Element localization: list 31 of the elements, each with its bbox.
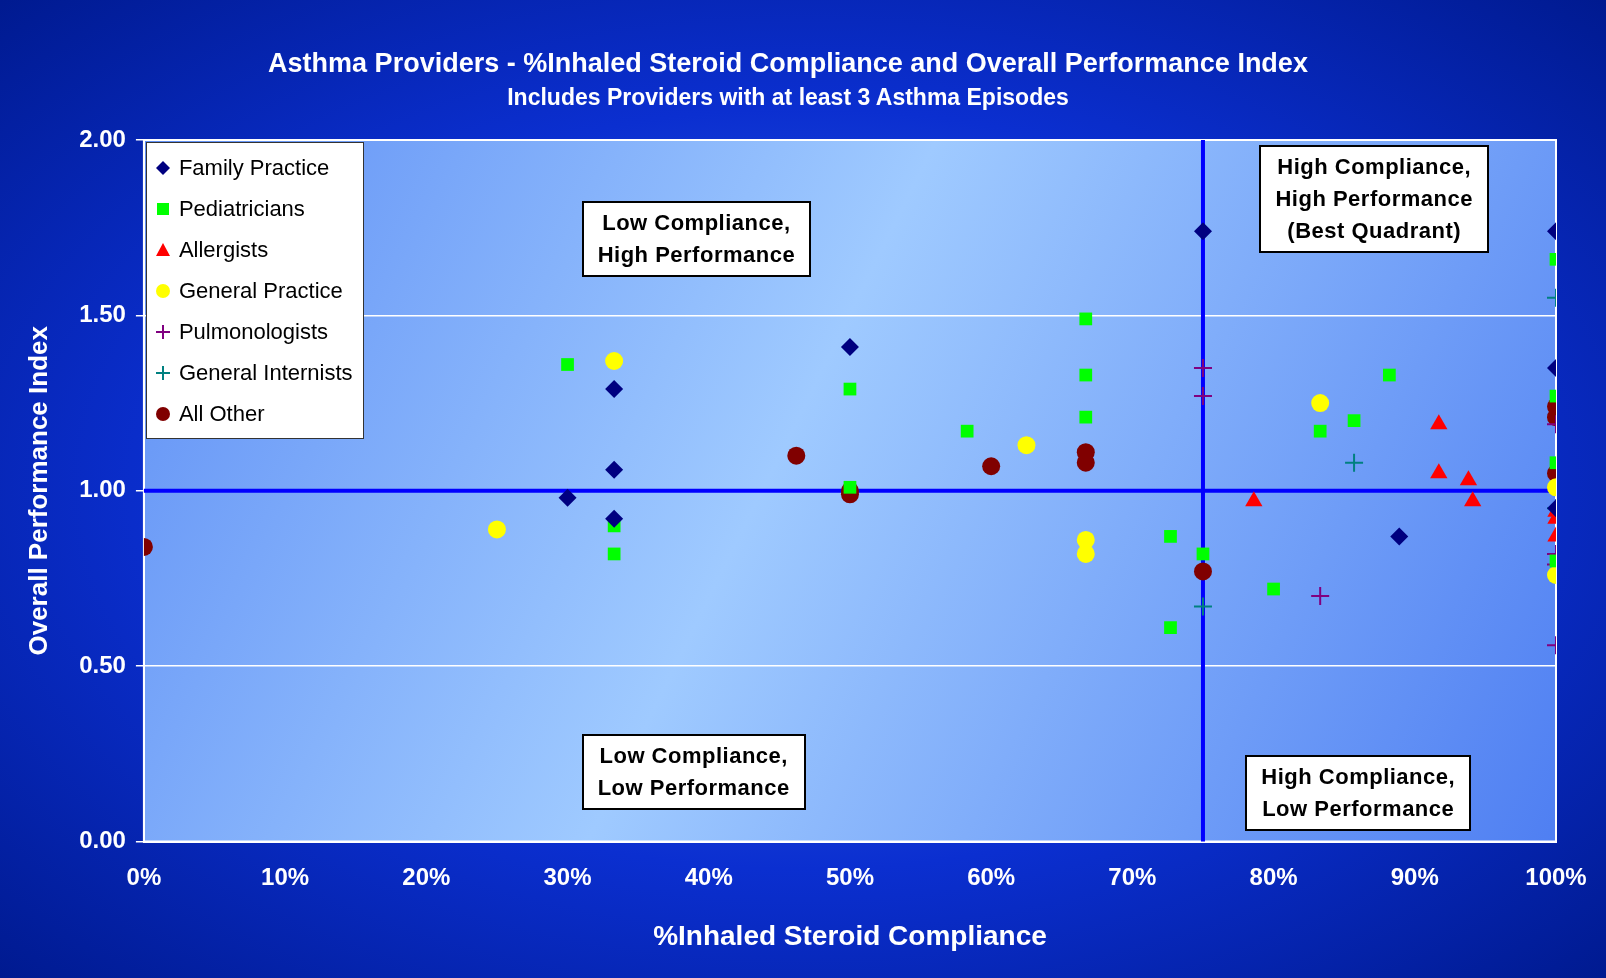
x-tick-label: 100%: [1525, 862, 1587, 890]
annotation: High Compliance, Low Performance: [1245, 755, 1472, 832]
y-axis-title: Overall Performance Index: [22, 325, 53, 656]
x-tick-label: 20%: [402, 862, 451, 890]
legend-label: Family Practice: [178, 154, 330, 181]
x-tick-label: 90%: [1390, 862, 1439, 890]
annotation: Low Compliance, Low Performance: [581, 734, 806, 811]
legend-label: Pulmonologists: [178, 318, 329, 345]
x-tick-label: 70%: [1108, 862, 1157, 890]
x-axis-title: %Inhaled Steroid Compliance: [653, 919, 1047, 951]
annotation: Low Compliance, High Performance: [581, 201, 812, 278]
x-tick-label: 60%: [967, 862, 1016, 890]
chart-subtitle: Includes Providers with at least 3 Asthma Episodes: [507, 83, 1069, 110]
x-tick-label: 0%: [126, 862, 162, 890]
y-tick-label: 1.50: [79, 300, 126, 328]
y-tick-label: 0.50: [79, 650, 126, 678]
annotation: High Compliance, High Performance (Best Quadrant): [1259, 144, 1489, 253]
legend-label: Pediatricians: [178, 195, 305, 222]
chart-title: Asthma Providers - %Inhaled Steroid Compliance and Overall Performance Index: [268, 47, 1308, 78]
legend-label: All Other: [178, 400, 265, 427]
x-tick-label: 80%: [1249, 862, 1298, 890]
legend-label: General Practice: [178, 277, 343, 304]
x-tick-label: 30%: [543, 862, 592, 890]
x-tick-label: 40%: [684, 862, 733, 890]
y-tick-label: 1.00: [79, 475, 126, 503]
x-tick-label: 50%: [825, 862, 874, 890]
y-tick-label: 2.00: [79, 124, 126, 152]
y-tick-label: 0.00: [79, 826, 126, 854]
legend-label: General Internists: [178, 359, 353, 386]
x-tick-label: 10%: [261, 862, 310, 890]
legend-label: Allergists: [178, 236, 269, 263]
